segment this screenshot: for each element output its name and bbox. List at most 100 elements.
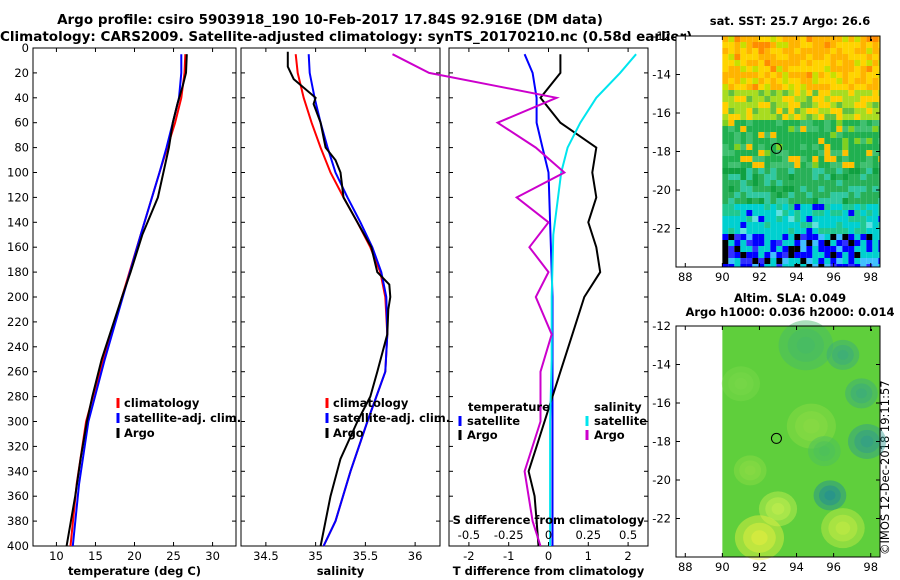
depth-tick-label: 180: [7, 265, 29, 279]
x-tick-label: 2: [624, 549, 631, 563]
lon-tick-label: 96: [826, 560, 841, 574]
x-tick-label: 30: [205, 549, 220, 563]
lat-tick-label: -20: [652, 183, 671, 197]
x-tick-label: 0: [545, 549, 552, 563]
depth-tick-label: 400: [7, 539, 29, 553]
lon-tick-label: 94: [789, 270, 804, 284]
panel-temperature: [32, 47, 237, 547]
legend-label: Argo: [333, 426, 364, 440]
x-tick-label: -2: [463, 549, 474, 563]
x-tick-label: 25: [166, 549, 181, 563]
s-tick-label: 0.5: [619, 528, 637, 542]
sst-map-title: sat. SST: 25.7 Argo: 26.6: [709, 14, 871, 28]
depth-tick-label: 340: [7, 464, 29, 478]
lat-tick-label: -18: [652, 145, 671, 159]
lat-tick-label: -14: [652, 358, 671, 372]
panel-difference: [392, 47, 649, 547]
x-tick-label: 35: [308, 549, 323, 563]
series-line-s-satellite: [549, 53, 637, 546]
s-axis-label: S difference from climatology: [453, 513, 645, 527]
legend-label: Argo: [467, 428, 498, 442]
depth-tick-label: 240: [7, 340, 29, 354]
legend-label: Argo: [594, 428, 625, 442]
lon-tick-label: 88: [678, 560, 693, 574]
lat-tick-label: -12: [652, 319, 671, 333]
legend-label: climatology: [333, 396, 409, 410]
float-position-marker: [770, 142, 782, 154]
map-sst_map: [675, 35, 881, 268]
map-corner-dot: [870, 39, 872, 41]
map-corner-dot: [870, 329, 872, 331]
lat-tick-label: -18: [652, 435, 671, 449]
title-line-1: Argo profile: csiro 5903918_190 10-Feb-2…: [57, 12, 603, 28]
depth-tick-label: 0: [22, 41, 29, 55]
x-axis-label: salinity: [317, 564, 365, 578]
series-line-t-argo: [527, 54, 602, 547]
legend-label: Argo: [124, 426, 155, 440]
x-tick-label: 1: [585, 549, 592, 563]
x-tick-label: -1: [503, 549, 514, 563]
s-tick-label: 0: [545, 528, 552, 542]
depth-tick-label: 220: [7, 315, 29, 329]
depth-tick-label: 380: [7, 514, 29, 528]
series-line-satellite-adj-clim-: [71, 54, 183, 547]
lat-tick-label: -22: [652, 222, 671, 236]
s-tick-label: 0.25: [575, 528, 601, 542]
x-axis-label: temperature (deg C): [68, 564, 201, 578]
legend-label: satellite: [467, 414, 520, 428]
depth-tick-label: 40: [14, 91, 29, 105]
lon-tick-label: 98: [863, 560, 878, 574]
sla-map-title-2: Argo h1000: 0.036 h2000: 0.014: [685, 305, 895, 319]
lon-tick-label: 96: [826, 270, 841, 284]
lat-tick-label: -16: [652, 396, 671, 410]
depth-tick-label: 320: [7, 439, 29, 453]
legend-label: satellite-adj. clim.: [333, 411, 450, 425]
title-line-2: Climatology: CARS2009. Satellite-adjuste…: [0, 29, 693, 45]
sla-map-title-1: Altim. SLA: 0.049: [733, 291, 847, 305]
s-tick-label: -0.25: [494, 528, 524, 542]
depth-tick-label: 360: [7, 489, 29, 503]
depth-tick-label: 280: [7, 390, 29, 404]
x-tick-label: 20: [127, 549, 142, 563]
legend-label: satellite-adj. clim.: [124, 411, 241, 425]
x-tick-label: 10: [49, 549, 64, 563]
depth-tick-label: 260: [7, 365, 29, 379]
s-tick-label: -0.5: [458, 528, 480, 542]
depth-tick-label: 140: [7, 215, 29, 229]
panel-frame-difference: [448, 47, 649, 547]
legend-title-temperature: temperature: [468, 400, 550, 414]
x-tick-label: 34.5: [253, 549, 279, 563]
depth-tick-label: 300: [7, 415, 29, 429]
depth-tick-label: 200: [7, 290, 29, 304]
panel-frame-temperature: [32, 47, 237, 547]
x-tick-label: 36: [408, 549, 423, 563]
legend-title-salinity: salinity: [594, 400, 642, 414]
x-tick-label: 35.5: [353, 549, 379, 563]
float-position-marker: [770, 432, 782, 444]
map-sla_map: [675, 320, 887, 561]
x-axis-label: T difference from climatology: [453, 564, 645, 578]
depth-tick-label: 80: [14, 141, 29, 155]
lon-tick-label: 92: [752, 270, 767, 284]
lat-tick-label: -22: [652, 512, 671, 526]
lon-tick-label: 98: [863, 270, 878, 284]
lon-tick-label: 90: [715, 560, 730, 574]
lon-tick-label: 94: [789, 560, 804, 574]
legend-label: satellite: [594, 414, 647, 428]
panel-frame-salinity: [240, 47, 441, 547]
depth-tick-label: 20: [14, 66, 29, 80]
panel-salinity: [240, 47, 441, 547]
series-line-s-argo: [392, 53, 567, 547]
lat-tick-label: -14: [652, 68, 671, 82]
lon-tick-label: 92: [752, 560, 767, 574]
lon-tick-label: 88: [678, 270, 693, 284]
series-line-argo: [286, 51, 392, 547]
lat-tick-label: -12: [652, 29, 671, 43]
series-line-argo: [65, 54, 188, 547]
depth-tick-label: 60: [14, 116, 29, 130]
lat-tick-label: -20: [652, 473, 671, 487]
depth-tick-label: 100: [7, 166, 29, 180]
legend-label: climatology: [124, 396, 200, 410]
x-tick-label: 15: [88, 549, 103, 563]
